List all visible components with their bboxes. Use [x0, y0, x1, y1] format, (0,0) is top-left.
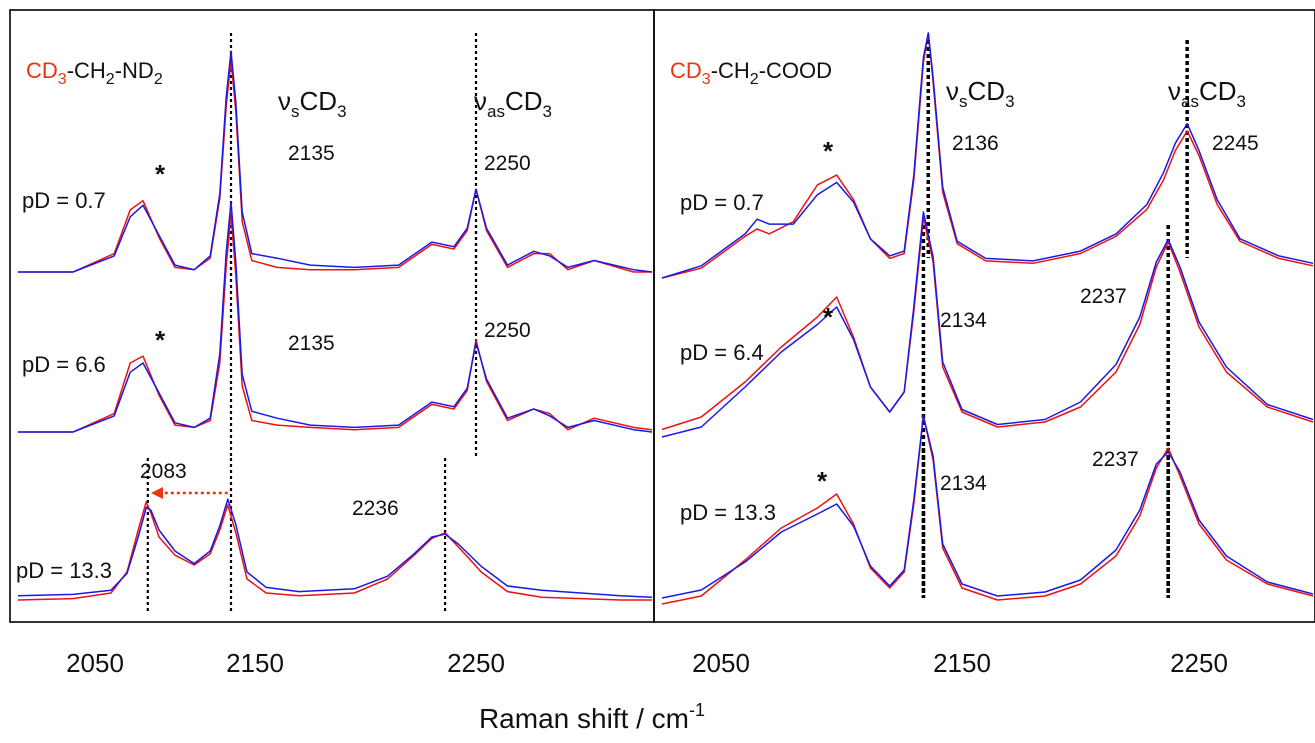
panel-1-trace-2-star: * [817, 466, 828, 496]
right-title-sub3: 3 [702, 71, 711, 88]
panel-0-x-tick-label-0: 2050 [66, 648, 124, 678]
panel-0-trace-0-peak-0-label: 2135 [288, 142, 335, 165]
left-title-sub2: 2 [106, 71, 115, 88]
panel-0-trace-1-peak-0-label: 2135 [288, 332, 335, 355]
panel-0-trace-0-series-red [18, 59, 652, 273]
x-axis-label-text: Raman shift / cm [479, 703, 689, 734]
right-vas-band-label: νasCD3 [1168, 76, 1246, 111]
panel-1-x-tick-label-1: 2150 [933, 648, 991, 678]
left-title-ch: -CH [67, 58, 106, 83]
left-title-nd: -ND [115, 58, 154, 83]
panel-1-trace-0-label: pD = 0.7 [680, 190, 764, 215]
panel-0-x-tick-label-2: 2250 [447, 648, 505, 678]
panel-1-trace-2-peak-0-label: 2134 [940, 472, 987, 495]
panel-0-trace-1-star: * [155, 325, 166, 355]
right-vs-band-label: νsCD3 [946, 76, 1015, 111]
panel-0-trace-0-peak-1-label: 2250 [484, 152, 531, 175]
trace-labels: pD = 0.7 * 2135 2250 pD = 6.6 * 2135 2250 pD = 1… [16, 132, 1259, 583]
panel-0-trace-2-series-blue [17, 498, 653, 598]
panel-1-x-tick-label-2: 2250 [1170, 648, 1228, 678]
right-title-cd: CD [670, 58, 702, 83]
right-panel-frame [653, 9, 1315, 623]
panel-1-trace-1-peak-1-label: 2237 [1080, 285, 1127, 308]
panel-0-trace-1-series-red [18, 212, 653, 433]
panel-1-trace-1-peak-0-label: 2134 [940, 309, 987, 332]
panel-1-trace-2-label: pD = 13.3 [680, 500, 776, 525]
right-panel-title: CD3-CH2-COOD [670, 58, 832, 88]
panel-0-x-tick-label-1: 2150 [226, 648, 284, 678]
x-axis-label: Raman shift / cm-1 [479, 700, 705, 734]
panel-1-trace-1-series-red [661, 216, 1314, 431]
panel-1-trace-0-star: * [823, 136, 834, 166]
panel-0-trace-0-star: * [155, 159, 166, 189]
panel-0-trace-2-peak-0-label: 2083 [140, 460, 187, 483]
panel-0-trace-2-label: pD = 13.3 [16, 558, 112, 583]
panel-0-trace-2-peak-1-label: 2236 [352, 497, 399, 520]
panel-1-trace-0-peak-0-label: 2136 [952, 132, 999, 155]
panel-0-shift-arrow-head [151, 487, 163, 499]
panel-0-trace-1-peak-1-label: 2250 [484, 319, 531, 342]
right-title-sub2: 2 [750, 71, 759, 88]
panel-0-trace-1-label: pD = 6.6 [22, 352, 106, 377]
panel-1-trace-1-series-blue [661, 211, 1314, 438]
panel-1-trace-1-label: pD = 6.4 [680, 340, 764, 365]
panel-1-trace-2-series-blue [661, 415, 1314, 599]
left-vas-band-label: νasCD3 [474, 86, 552, 121]
x-axis-label-sup: -1 [689, 700, 705, 720]
panel-0-trace-2-series-red [17, 501, 652, 601]
right-title-cood: -COOD [759, 58, 832, 83]
left-title-sub2b: 2 [154, 71, 163, 88]
panel-1-trace-0-peak-1-label: 2245 [1212, 132, 1259, 155]
left-panel-title: CD3-CH2-ND2 [26, 58, 163, 88]
panel-0-trace-0-series-blue [18, 50, 653, 273]
panel-0-trace-0-label: pD = 0.7 [22, 188, 106, 213]
x-axis-ticks: 2050 2150 2250 2050 2150 2250 [66, 648, 1228, 678]
spectra-traces [17, 32, 1314, 605]
panel-1-trace-2-peak-1-label: 2237 [1092, 448, 1139, 471]
left-title-cd: CD [26, 58, 58, 83]
panel-1-x-tick-label-0: 2050 [692, 648, 750, 678]
panel-0-trace-1-series-blue [18, 201, 653, 433]
panel-1-trace-0-series-blue [661, 32, 1314, 279]
panel-1-trace-1-star: * [823, 302, 834, 332]
right-title-ch: -CH [711, 58, 750, 83]
left-vs-band-label: νsCD3 [278, 86, 347, 121]
left-title-sub3: 3 [58, 71, 67, 88]
reference-lines [146, 33, 1189, 611]
